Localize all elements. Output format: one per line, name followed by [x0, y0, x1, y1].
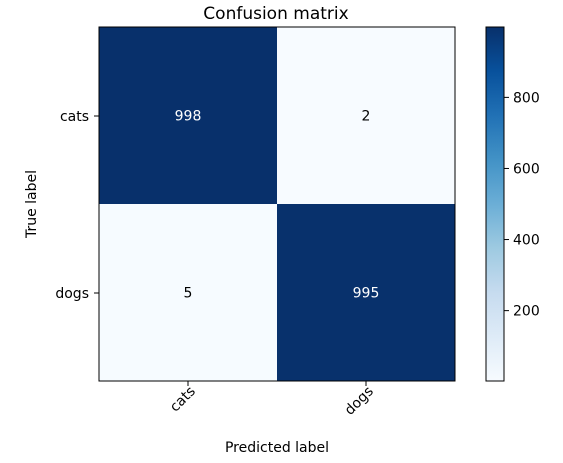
plot-frame — [98, 26, 456, 382]
heatmap-cell-labels: 998 2 5 995 — [175, 109, 380, 302]
colorbar-ticks: 200 400 600 800 — [504, 90, 540, 320]
x-tick-label-cats: cats — [167, 384, 199, 416]
cell-value-dogs-cats: 5 — [184, 286, 193, 302]
y-tick-label-dogs: dogs — [55, 286, 89, 302]
colorbar-tick-label: 800 — [513, 90, 540, 106]
chart-title: Confusion matrix — [203, 4, 348, 24]
heatmap-cells — [99, 27, 455, 381]
x-tick-label-dogs: dogs — [342, 384, 377, 419]
colorbar — [485, 26, 505, 382]
cell-value-dogs-dogs: 995 — [353, 286, 380, 302]
y-axis-label: True label — [24, 170, 40, 239]
heatmap-cell-cats-dogs — [277, 27, 455, 204]
y-tick-label-cats: cats — [60, 109, 89, 125]
colorbar-tick-label: 400 — [513, 233, 540, 249]
heatmap-cell-dogs-dogs — [277, 204, 455, 381]
heatmap-cell-cats-cats — [99, 27, 277, 204]
cell-value-cats-dogs: 2 — [362, 109, 371, 125]
x-axis-label: Predicted label — [225, 440, 329, 456]
heatmap-cell-dogs-cats — [99, 204, 277, 381]
colorbar-tick-label: 600 — [513, 161, 540, 177]
colorbar-tick-label: 200 — [513, 304, 540, 320]
cell-value-cats-cats: 998 — [175, 109, 202, 125]
